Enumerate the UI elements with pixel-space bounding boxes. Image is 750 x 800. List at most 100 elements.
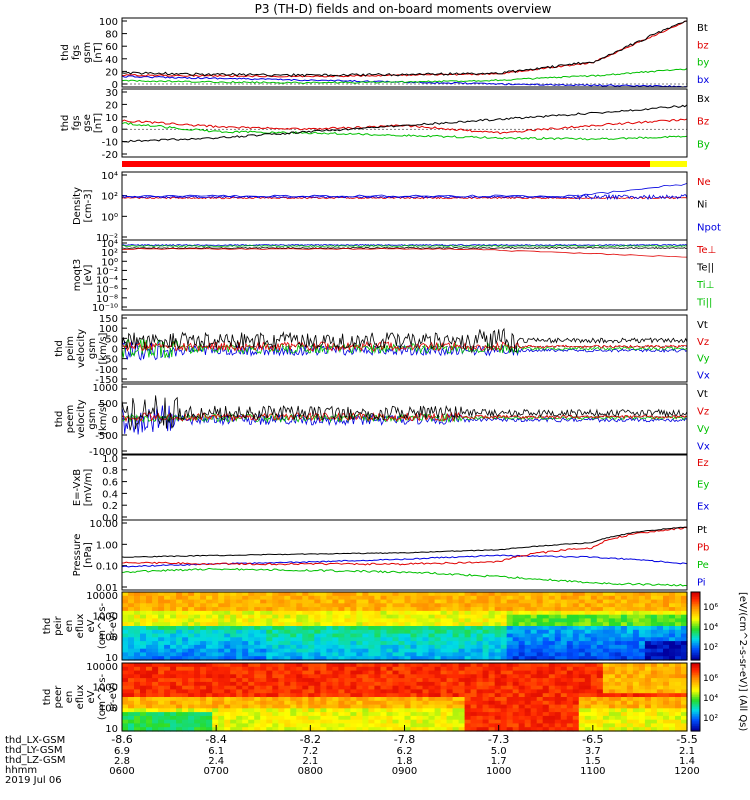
spec-cell xyxy=(428,708,436,713)
spec-cell xyxy=(476,719,484,725)
spec-cell xyxy=(314,708,321,713)
spec-cell xyxy=(524,693,532,698)
spec-cell xyxy=(663,648,670,654)
spec-cell xyxy=(590,599,598,604)
spec-cell xyxy=(212,629,219,635)
spec-cell xyxy=(596,674,604,679)
spec-cell xyxy=(410,629,418,635)
spec-cell xyxy=(416,607,424,612)
spec-cell xyxy=(638,637,646,642)
panel-ylabel: moqt3[eV] xyxy=(72,259,94,292)
spec-cell xyxy=(188,614,195,620)
spec-cell xyxy=(308,622,315,627)
spec-cell xyxy=(602,610,610,616)
spec-cell xyxy=(284,610,291,616)
spec-cell xyxy=(650,678,658,683)
spec-cell xyxy=(368,693,375,698)
spec-cell xyxy=(656,603,664,608)
spec-cell xyxy=(308,693,315,698)
spec-cell xyxy=(512,614,520,620)
spec-cell xyxy=(206,641,213,646)
spec-cell xyxy=(308,595,315,601)
spec-cell xyxy=(242,644,249,650)
spec-cell xyxy=(152,648,159,654)
spec-cell xyxy=(350,670,357,675)
spec-cell xyxy=(584,599,592,604)
spec-cell xyxy=(170,614,177,620)
spec-cell xyxy=(236,704,243,709)
colorbar-cell xyxy=(691,681,700,684)
spec-cell xyxy=(656,723,664,728)
spec-cell xyxy=(326,719,333,725)
spec-cell xyxy=(542,629,550,635)
spec-cell xyxy=(494,670,502,675)
spec-cell xyxy=(188,603,195,608)
colorbar-cell xyxy=(691,605,700,608)
spec-cell xyxy=(584,644,592,650)
spec-cell xyxy=(620,719,628,725)
spec-cell xyxy=(128,719,135,725)
spec-cell xyxy=(663,719,670,725)
y-tick-label: 500 xyxy=(99,399,118,410)
spec-cell xyxy=(206,629,213,635)
spec-cell xyxy=(320,719,327,725)
spec-cell xyxy=(242,704,249,709)
spec-cell xyxy=(446,595,454,601)
spec-cell xyxy=(614,595,622,601)
spec-cell xyxy=(326,629,333,635)
spec-cell xyxy=(536,700,544,706)
spec-cell xyxy=(302,723,309,728)
spec-cell xyxy=(308,715,315,721)
spec-cell xyxy=(374,626,381,631)
spec-cell xyxy=(188,708,195,713)
spec-cell xyxy=(368,603,375,608)
spec-cell xyxy=(428,610,436,616)
spec-cell xyxy=(284,641,291,646)
spec-cell xyxy=(374,700,381,706)
spec-cell xyxy=(188,633,195,638)
spec-cell xyxy=(332,614,339,620)
spec-cell xyxy=(134,629,141,635)
spec-cell xyxy=(146,719,153,725)
spec-cell xyxy=(572,595,580,601)
spec-cell xyxy=(560,656,568,661)
spec-cell xyxy=(476,599,484,604)
spec-cell xyxy=(524,626,532,631)
spec-cell xyxy=(398,607,406,612)
spec-cell xyxy=(596,614,604,620)
spec-cell xyxy=(200,666,207,672)
spec-cell xyxy=(302,719,309,725)
spec-cell xyxy=(512,704,520,709)
spec-cell xyxy=(518,678,526,683)
spec-cell xyxy=(422,712,430,717)
spec-cell xyxy=(518,693,526,698)
spec-cell xyxy=(362,715,369,721)
spec-cell xyxy=(266,693,273,698)
spec-cell xyxy=(602,618,610,623)
spec-cell xyxy=(669,697,676,702)
spec-cell xyxy=(212,618,219,623)
spec-cell xyxy=(224,685,231,691)
spec-cell xyxy=(614,637,622,642)
spec-cell xyxy=(422,693,430,698)
spec-cell xyxy=(356,656,363,661)
spec-cell xyxy=(320,599,327,604)
spec-cell xyxy=(404,678,412,683)
spec-cell xyxy=(308,670,315,675)
spec-cell xyxy=(410,715,418,721)
spec-cell xyxy=(146,633,153,638)
spec-cell xyxy=(260,610,267,616)
spec-cell xyxy=(350,674,357,679)
spec-cell xyxy=(470,666,478,672)
spec-cell xyxy=(320,704,327,709)
spec-cell xyxy=(614,674,622,679)
spec-cell xyxy=(362,641,369,646)
spec-cell xyxy=(669,614,676,620)
spec-cell xyxy=(242,641,249,646)
spec-cell xyxy=(344,723,351,728)
spec-cell xyxy=(260,622,267,627)
spec-cell xyxy=(224,622,231,627)
spec-cell xyxy=(248,648,255,654)
spec-cell xyxy=(446,610,454,616)
spec-cell xyxy=(284,723,291,728)
